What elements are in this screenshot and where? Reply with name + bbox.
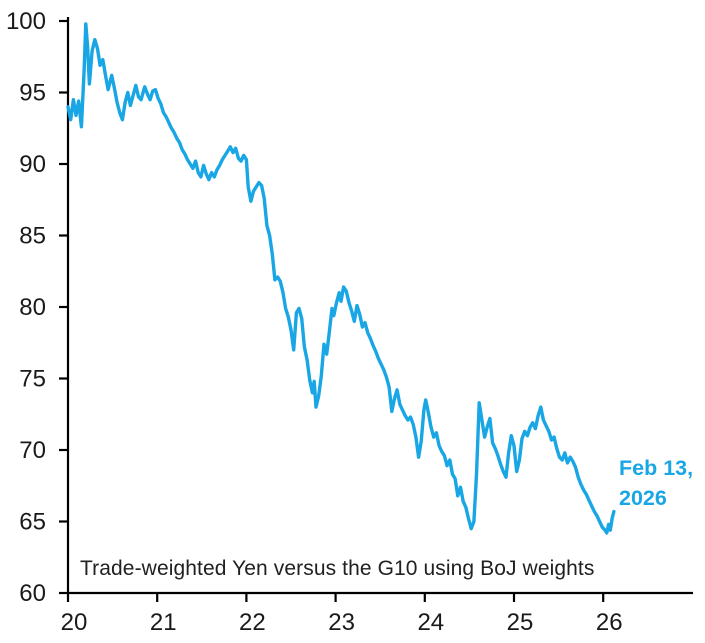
endpoint-date-line2: 2026 (619, 486, 667, 510)
y-tick-label: 75 (19, 366, 46, 393)
y-tick-label: 90 (19, 151, 46, 178)
endpoint-date-annotation: Feb 13, 2026 (619, 453, 693, 513)
x-tick-label: 23 (328, 609, 355, 636)
y-tick-label: 95 (19, 80, 46, 107)
x-tick-label: 24 (417, 609, 444, 636)
data-series-line (66, 22, 616, 535)
y-tick-label: 70 (19, 437, 46, 464)
x-tick-label: 20 (61, 609, 88, 636)
y-tick-label: 85 (19, 223, 46, 250)
y-tick-label: 100 (6, 8, 46, 35)
x-tick-label: 26 (596, 609, 623, 636)
y-tick-label: 80 (19, 294, 46, 321)
endpoint-date-line1: Feb 13, (619, 456, 694, 480)
x-tick-label: 21 (150, 609, 177, 636)
x-tick-label: 22 (239, 609, 266, 636)
y-tick-label: 60 (19, 580, 46, 607)
x-tick-label: 25 (507, 609, 534, 636)
y-tick-label: 65 (19, 509, 46, 536)
chart-title-label: Trade-weighted Yen versus the G10 using … (80, 557, 595, 580)
